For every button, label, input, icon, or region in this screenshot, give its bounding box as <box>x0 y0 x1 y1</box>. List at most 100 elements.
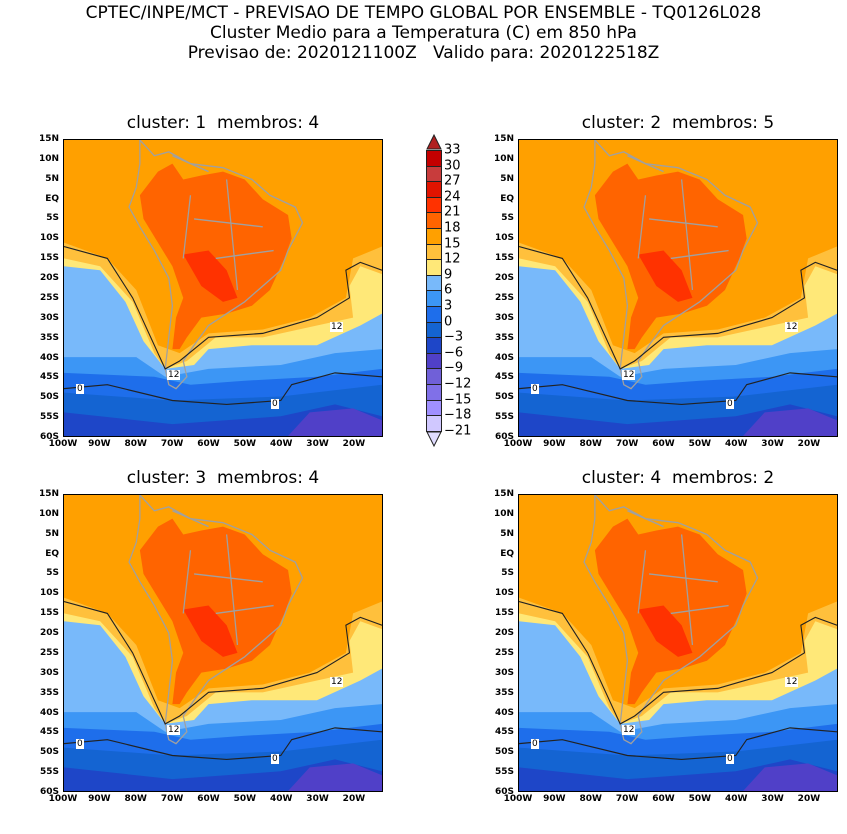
contour-label: 12 <box>785 677 799 687</box>
colorbar-label: 21 <box>444 204 461 220</box>
lat-tick-label: 5S <box>46 213 59 224</box>
colorbar-label: −3 <box>444 329 464 345</box>
coastline-borders <box>583 140 759 390</box>
lat-tick-label: 40S <box>39 352 59 363</box>
lat-tick-label: 10S <box>494 233 514 244</box>
colorbar-swatch <box>426 275 442 292</box>
lon-tick-label: 100W <box>503 794 533 804</box>
colorbar-label: 33 <box>444 142 461 158</box>
lat-tick-label: 50S <box>39 392 59 403</box>
contour-label: 0 <box>531 384 539 394</box>
lat-tick-label: 55S <box>494 767 514 778</box>
shade-21-24 <box>183 250 238 302</box>
lat-tick-label: 45S <box>39 727 59 738</box>
temperature-map <box>63 139 383 437</box>
contour-label: 0 <box>76 739 84 749</box>
lat-tick-label: 30S <box>39 312 59 323</box>
colorbar-label: 6 <box>444 282 453 298</box>
lat-tick-label: 60S <box>39 432 59 442</box>
contour-label: 12 <box>622 370 636 380</box>
lat-tick-label: 5S <box>501 213 514 224</box>
colorbar-swatch <box>426 353 442 370</box>
lat-tick-label: 40S <box>494 352 514 363</box>
forecast-dates: Previsao de: 2020121100Z Valido para: 20… <box>187 43 660 63</box>
colorbar <box>426 134 442 448</box>
colorbar-bottom-arrow <box>426 431 442 447</box>
lat-tick-label: 35S <box>494 332 514 343</box>
shade-m9-m6 <box>288 408 382 436</box>
lon-tick-label: 30W <box>761 439 784 449</box>
colorbar-label: −6 <box>444 345 464 361</box>
lat-tick-label: 10N <box>38 153 59 164</box>
lon-tick-label: 30W <box>761 794 784 804</box>
lon-tick-label: 100W <box>48 794 78 804</box>
lat-tick-label: EQ <box>45 193 59 204</box>
lat-tick-label: 15S <box>39 253 59 264</box>
lat-tick-label: 60S <box>39 787 59 797</box>
cluster-panel-2: cluster: 2 membros: 5 12 12 0 0 <box>494 113 838 479</box>
lat-tick-label: 30S <box>494 312 514 323</box>
lat-tick-label: 15N <box>38 134 59 144</box>
cluster-panel-1: cluster: 1 membros: 4 12 12 0 0 <box>39 113 383 479</box>
colorbar-label: 12 <box>444 251 461 267</box>
colorbar-swatch <box>426 369 442 385</box>
lon-tick-label: 20W <box>342 439 366 449</box>
lat-tick-label: 50S <box>494 747 514 758</box>
lon-tick-label: 90W <box>88 794 111 804</box>
colorbar-label: 3 <box>444 298 453 314</box>
lat-tick-label: 50S <box>494 392 514 403</box>
lon-tick-label: 20W <box>797 794 821 804</box>
colorbar-swatch <box>426 400 442 417</box>
colorbar-label: 0 <box>444 314 453 330</box>
lat-tick-label: 15N <box>493 134 514 144</box>
contour-label: 0 <box>726 399 734 409</box>
lat-tick-label: 55S <box>39 767 59 778</box>
colorbar-swatch <box>426 197 442 214</box>
contour-12 <box>64 245 382 370</box>
colorbar-label: −21 <box>444 423 472 439</box>
lon-tick-label: 50W <box>233 794 257 804</box>
lat-tick-label: 15S <box>39 608 59 619</box>
lon-tick-label: 80W <box>579 439 602 449</box>
lon-tick-label: 90W <box>88 439 111 449</box>
shade-m9-m6 <box>743 408 837 436</box>
lon-tick-label: 80W <box>579 794 602 804</box>
shade-21-24 <box>638 250 693 302</box>
lat-tick-label: 5N <box>500 528 514 539</box>
lon-tick-label: 40W <box>724 439 748 449</box>
colorbar-label: 30 <box>444 158 461 174</box>
colorbar-label: −12 <box>444 376 472 392</box>
panel-title: cluster: 2 membros: 5 <box>581 113 775 133</box>
temperature-map <box>518 494 838 792</box>
colorbar-swatch <box>426 291 442 307</box>
contour-label: 0 <box>76 384 84 394</box>
colorbar-swatch <box>426 384 442 401</box>
contour-label: 0 <box>271 399 279 409</box>
lat-tick-label: 10N <box>493 508 514 519</box>
lat-tick-label: 60S <box>494 432 514 442</box>
colorbar-swatch <box>426 182 442 198</box>
lat-tick-label: 35S <box>39 332 59 343</box>
shade-21-24 <box>183 605 238 657</box>
colorbar-top-arrow <box>426 134 442 150</box>
lat-tick-label: 10S <box>39 233 59 244</box>
contour-0 <box>64 372 382 406</box>
lat-tick-label: 15S <box>494 608 514 619</box>
lon-tick-label: 50W <box>688 794 712 804</box>
contour-12 <box>64 600 382 725</box>
colorbar-swatch <box>426 306 442 323</box>
contour-0 <box>519 727 837 761</box>
colorbar-label: −9 <box>444 360 464 376</box>
lon-tick-label: 70W <box>615 439 639 449</box>
contour-0 <box>64 727 382 761</box>
lon-tick-label: 40W <box>724 794 748 804</box>
contour-12 <box>519 245 837 370</box>
lon-tick-label: 50W <box>233 439 257 449</box>
coastline-borders <box>583 495 759 745</box>
lon-tick-label: 60W <box>197 439 220 449</box>
lat-tick-label: 50S <box>39 747 59 758</box>
lat-tick-label: 45S <box>39 372 59 383</box>
lon-tick-label: 60W <box>652 794 675 804</box>
lat-tick-label: 45S <box>494 727 514 738</box>
contour-label: 12 <box>330 677 344 687</box>
